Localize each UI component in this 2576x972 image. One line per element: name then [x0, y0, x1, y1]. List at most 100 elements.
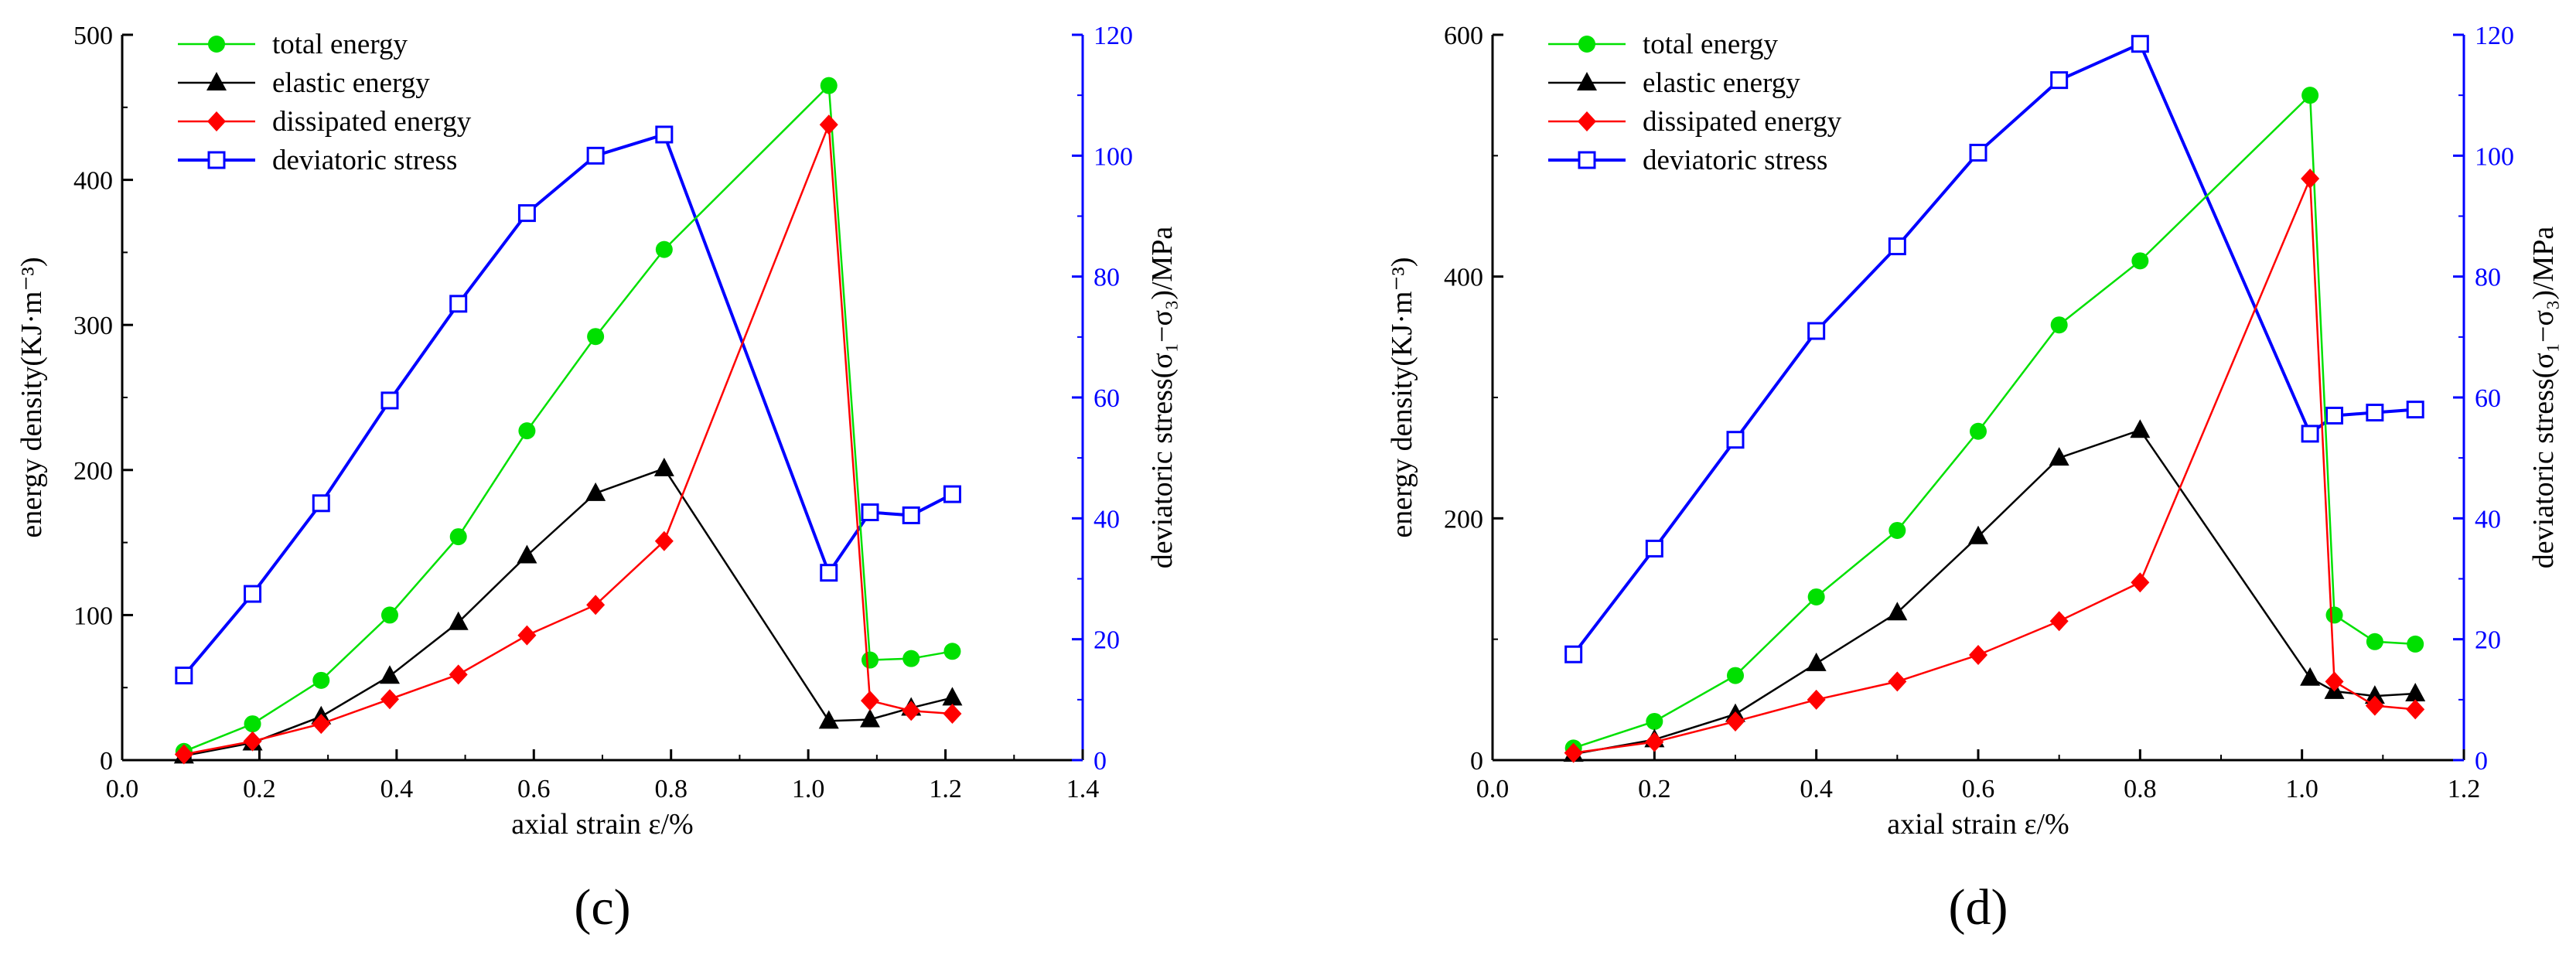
legend-marker	[207, 111, 226, 131]
data-point	[244, 715, 261, 733]
y-axis-label-left: energy density(KJ·m⁻³)	[1386, 257, 1418, 537]
data-point	[2131, 252, 2149, 270]
legend-marker	[1578, 151, 1596, 169]
data-point	[820, 77, 838, 94]
series-dissipated-energy	[1564, 169, 2425, 763]
data-point	[1969, 143, 1987, 162]
data-point	[2131, 572, 2150, 593]
data-point	[449, 528, 467, 546]
data-point	[2131, 35, 2149, 53]
y-tick-label-left: 400	[73, 167, 113, 196]
data-point	[1727, 667, 1744, 684]
y-tick-label-left: 600	[1444, 22, 1483, 50]
data-point	[380, 391, 399, 410]
x-tick-label: 1.2	[929, 775, 962, 803]
data-point	[2301, 169, 2320, 189]
series-deviatoric-stress	[175, 125, 961, 685]
data-point	[2364, 685, 2385, 704]
y-tick-label-right: 0	[2475, 747, 2488, 776]
series-deviatoric-stress	[1564, 35, 2424, 663]
legend-marker	[1578, 36, 1595, 53]
data-point	[175, 667, 193, 685]
legend-label: elastic energy	[1643, 67, 1800, 99]
data-point	[243, 731, 262, 752]
data-point	[449, 295, 468, 313]
y-tick-label-left: 0	[1470, 747, 1483, 776]
y-tick-label-right: 120	[1094, 22, 1133, 50]
data-point	[860, 691, 879, 711]
data-point	[1888, 671, 1907, 692]
x-tick-label: 0.6	[1962, 775, 1995, 803]
x-tick-label: 0.2	[1638, 775, 1671, 803]
y-tick-label-right: 20	[2475, 626, 2501, 655]
legend-label: dissipated energy	[272, 106, 472, 138]
data-point	[379, 665, 400, 684]
data-point	[2049, 611, 2069, 632]
data-point	[2365, 695, 2384, 716]
series-elastic-energy	[1563, 419, 2426, 762]
data-point	[861, 503, 879, 522]
legend-marker	[1578, 111, 1596, 131]
data-point	[943, 485, 961, 503]
legend: total energy elastic energy dissipated ene…	[1548, 29, 1842, 176]
data-point	[448, 611, 469, 630]
data-point	[2050, 316, 2068, 334]
data-point	[2325, 671, 2344, 692]
x-axis-label: axial strain ε/%	[1887, 808, 2069, 841]
data-point	[655, 240, 673, 258]
panel-label: (c)	[574, 879, 630, 936]
data-point	[1645, 732, 1664, 752]
series-line	[183, 124, 953, 755]
data-point	[2325, 606, 2343, 624]
data-point	[1807, 689, 1826, 710]
data-point	[818, 710, 839, 729]
series-line	[1573, 93, 2416, 749]
data-point	[244, 585, 262, 603]
legend-marker	[208, 36, 225, 53]
legend-label: total energy	[1643, 29, 1779, 60]
y-axis-label-left: energy density(KJ·m⁻³)	[15, 257, 48, 537]
data-point	[1888, 521, 1906, 539]
x-tick-label: 0.2	[243, 775, 276, 803]
data-point	[1807, 588, 1825, 605]
chart-panel-c: 0.0 0.2 0.4 0.6 0.8 1.0 1.2 1.40100200300400500…	[15, 22, 1179, 936]
y-tick-label-right: 20	[1094, 626, 1120, 655]
data-point	[312, 671, 330, 689]
data-point	[2325, 406, 2344, 425]
data-point	[517, 625, 537, 646]
y-tick-label-left: 100	[73, 602, 113, 630]
series-line	[183, 132, 954, 677]
data-point	[312, 714, 331, 735]
data-point	[586, 595, 606, 616]
panel-label: (d)	[1949, 879, 2008, 936]
data-point	[1564, 645, 1583, 663]
x-tick-label: 1.0	[2285, 775, 2318, 803]
data-point	[1806, 652, 1827, 671]
data-point	[1564, 742, 1583, 763]
x-tick-label: 1.0	[792, 775, 825, 803]
data-point	[1807, 322, 1826, 340]
y-tick-label-right: 0	[1094, 747, 1107, 776]
data-point	[380, 689, 399, 710]
legend-marker	[1577, 72, 1597, 90]
y-tick-label-right: 40	[1094, 505, 1120, 534]
data-point	[1645, 539, 1663, 558]
series-total-energy	[1564, 87, 2424, 757]
data-point	[1888, 237, 1906, 256]
x-axis-label: axial strain ε/%	[511, 808, 693, 841]
y-tick-label-right: 100	[2475, 142, 2514, 171]
data-point	[2406, 699, 2425, 720]
data-point	[859, 708, 880, 728]
data-point	[655, 125, 674, 144]
y-tick-label-left: 0	[100, 747, 113, 776]
series-total-energy	[175, 77, 961, 760]
data-point	[902, 506, 920, 524]
y-tick-label-left: 300	[73, 312, 113, 340]
x-tick-label: 1.2	[2448, 775, 2481, 803]
data-point	[2366, 404, 2384, 422]
series-elastic-energy	[173, 457, 963, 764]
x-tick-label: 0.8	[2124, 775, 2157, 803]
y-tick-label-left: 200	[1444, 505, 1483, 534]
y-tick-label-right: 60	[1094, 384, 1120, 413]
x-tick-label: 1.4	[1066, 775, 1100, 803]
